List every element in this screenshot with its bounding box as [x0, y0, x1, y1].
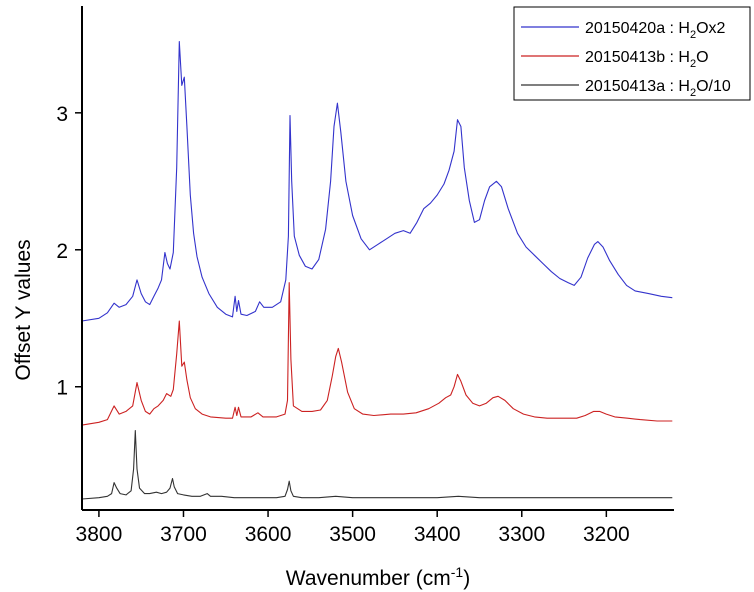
- x-axis-title-end: ): [463, 567, 470, 590]
- x-tick-label: 3500: [329, 523, 376, 546]
- x-axis-ticks: 3800 3700 3600 3500 3400 3300 3200: [76, 510, 630, 546]
- y-tick-label: 3: [56, 103, 68, 126]
- x-tick-label: 3700: [160, 523, 207, 546]
- x-tick-label: 3600: [245, 523, 292, 546]
- series-line-1: [81, 41, 673, 322]
- legend-label-3: 20150413a : H2O/10: [585, 78, 731, 99]
- y-tick-label: 2: [56, 240, 68, 263]
- series-line-3: [81, 430, 673, 500]
- x-axis-title-main: Wavenumber (cm: [286, 567, 451, 590]
- x-tick-label: 3400: [414, 523, 461, 546]
- plot-series-group: [81, 41, 673, 500]
- legend: 20150420a : H2Ox2 20150413b : H2O 20150413…: [513, 6, 751, 101]
- x-tick-label: 3300: [498, 523, 545, 546]
- y-tick-label: 1: [56, 377, 68, 400]
- legend-label-2: 20150413b : H2O: [585, 49, 709, 70]
- y-axis-ticks: 1 2 3: [56, 103, 82, 400]
- series-line-2: [81, 282, 673, 426]
- legend-label-1: 20150420a : H2Ox2: [585, 20, 726, 41]
- x-tick-label: 3200: [583, 523, 630, 546]
- x-axis-title: Wavenumber (cm-1): [286, 564, 470, 590]
- x-tick-label: 3800: [76, 523, 123, 546]
- y-axis-title: Offset Y values: [12, 239, 35, 380]
- x-axis-title-superscript: -1: [451, 564, 464, 580]
